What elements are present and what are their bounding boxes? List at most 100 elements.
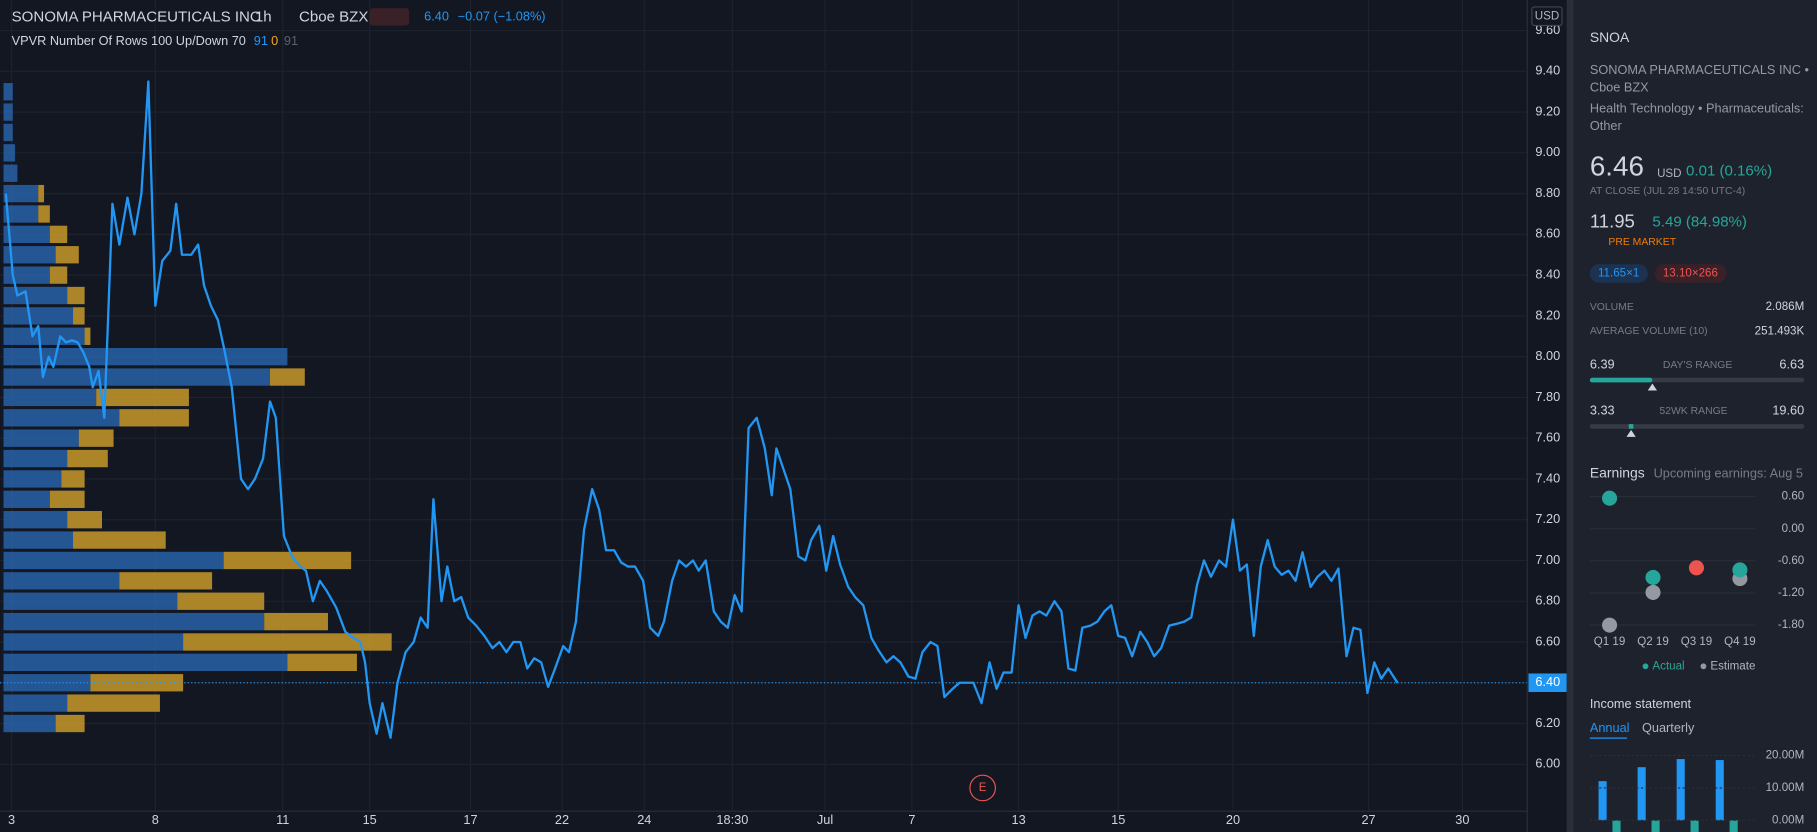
y-tick-label: 6.60 xyxy=(1535,633,1560,648)
volume-profile xyxy=(3,83,392,733)
volume-up xyxy=(3,307,74,325)
volume-down xyxy=(119,572,213,590)
x-tick-label: 30 xyxy=(1455,812,1469,827)
symbol-name: SONOMA PHARMACEUTICALS INC xyxy=(12,8,261,25)
x-tick-label: 11 xyxy=(276,812,289,827)
y-tick-label: 6.20 xyxy=(1535,715,1560,730)
company: SONOMA PHARMACEUTICALS INC • Cboe BZX xyxy=(1589,63,1809,96)
y-tick-label: 20.00M xyxy=(1766,750,1805,762)
volume-up xyxy=(3,164,18,182)
y-tick-label: 6.00 xyxy=(1535,756,1560,771)
exchange: Cboe BZX xyxy=(299,8,368,25)
y-tick-label: 8.00 xyxy=(1535,348,1560,363)
income-bar xyxy=(1690,820,1699,832)
volume-up xyxy=(3,694,68,712)
y-tick-label: 8.80 xyxy=(1535,185,1560,200)
volume-up xyxy=(3,205,39,223)
volume-up xyxy=(3,246,56,264)
x-tick-label: 15 xyxy=(363,812,377,827)
x-tick-label: 20 xyxy=(1226,812,1240,827)
ask: 13.10×266 xyxy=(1663,268,1718,280)
avg-volume: 251.493K xyxy=(1755,325,1805,337)
status-badge[interactable] xyxy=(369,8,410,26)
y-tick-label: 7.20 xyxy=(1535,511,1560,526)
volume-down xyxy=(73,307,85,325)
ranges: 6.39 DAY'S RANGE 6.63 3.33 52WK RANGE 19.60 xyxy=(1589,356,1805,437)
range-low: 6.39 xyxy=(1590,356,1615,371)
tab-quarterly[interactable]: Quarterly xyxy=(1642,720,1695,735)
range-fill xyxy=(1589,377,1653,383)
company-text: SONOMA PHARMACEUTICALS INC • Cboe BZX xyxy=(1589,63,1809,96)
interval: 1h xyxy=(255,8,272,25)
earnings-title[interactable]: Earnings xyxy=(1590,465,1645,481)
x-tick-label: Jul xyxy=(817,812,833,827)
range-label: DAY'S RANGE xyxy=(1663,360,1733,371)
indicator-value: 0 xyxy=(271,33,278,48)
volume-up xyxy=(3,184,39,203)
close-change: 0.01 (0.16%) xyxy=(1686,162,1772,179)
volume-up xyxy=(3,511,68,529)
x-tick-label: 22 xyxy=(555,812,569,827)
income-bar xyxy=(1651,820,1660,832)
sector-text: Health Technology • Pharmaceuticals: Oth… xyxy=(1589,101,1804,134)
volume-down xyxy=(67,694,160,712)
volume-down xyxy=(61,470,85,488)
x-tick-label: 13 xyxy=(1011,812,1025,827)
earnings-chart: 0.60 0.00 -0.60 -1.20 -1.80 Q1 19 Q2 19 Q3 19 Q4… xyxy=(1589,491,1805,672)
currency-box[interactable] xyxy=(1531,6,1563,27)
volume-down xyxy=(55,714,85,733)
event-icon[interactable] xyxy=(969,774,996,802)
volume-down xyxy=(287,653,357,672)
last-price-label: 6.40 xyxy=(1535,674,1560,689)
volume-up xyxy=(3,266,50,284)
volume-down xyxy=(38,184,45,203)
bid-badge xyxy=(1589,264,1648,283)
range-low: 3.33 xyxy=(1590,403,1615,418)
quote-change: −0.07 (−1.08%) xyxy=(458,9,546,24)
range-track xyxy=(1589,424,1805,429)
y-tick-label: -0.60 xyxy=(1778,555,1804,567)
y-tick-label: 9.40 xyxy=(1535,63,1560,78)
close-note: AT CLOSE (JUL 28 14:50 UTC-4) xyxy=(1590,186,1745,197)
volume-down xyxy=(119,409,189,427)
volume-down xyxy=(67,286,85,305)
indicator-label[interactable]: VPVR Number Of Rows 100 Up/Down 70 xyxy=(12,33,246,48)
volume-down xyxy=(38,205,50,223)
earnings-point xyxy=(1602,617,1618,633)
volume: 2.086M xyxy=(1766,301,1805,313)
volume-down xyxy=(223,551,352,570)
volume-up xyxy=(3,409,120,427)
avg-volume-label: AVERAGE VOLUME (10) xyxy=(1590,326,1708,337)
range-high: 19.60 xyxy=(1772,403,1804,418)
volume-up xyxy=(3,531,74,549)
y-tick-label: 9.20 xyxy=(1535,103,1560,118)
pre-note: PRE MARKET xyxy=(1608,237,1676,248)
price-line xyxy=(4,80,1399,739)
income-bar xyxy=(1715,760,1724,821)
last-price-box xyxy=(1528,673,1567,693)
volume-down xyxy=(264,612,328,631)
range-marker xyxy=(1626,429,1636,437)
volume-up xyxy=(3,286,68,305)
volume-up xyxy=(3,674,91,692)
divider xyxy=(1566,0,1574,832)
volume-up xyxy=(3,368,271,386)
volume-up xyxy=(3,388,97,407)
x-tick-label: 27 xyxy=(1361,812,1375,827)
volume-up xyxy=(3,612,265,631)
range-marker xyxy=(1647,383,1658,391)
earnings-point xyxy=(1732,562,1748,578)
income-chart xyxy=(1598,759,1738,832)
income-title[interactable]: Income statement xyxy=(1590,696,1692,711)
range-label: 52WK RANGE xyxy=(1659,406,1727,417)
y-tick-label: 0.00 xyxy=(1782,523,1805,535)
legend-swatch xyxy=(1642,663,1649,670)
axes: 6.00 6.20 6.40 6.60 6.80 7.00 7.20 7.40 7.60 7.80… xyxy=(8,22,1567,827)
close-price: 6.46 xyxy=(1590,150,1644,181)
volume-up xyxy=(3,653,288,672)
volume-up xyxy=(3,123,13,142)
tab-annual[interactable]: Annual xyxy=(1590,720,1630,735)
x-tick-label: Q3 19 xyxy=(1681,636,1713,648)
income-bar xyxy=(1612,820,1621,832)
